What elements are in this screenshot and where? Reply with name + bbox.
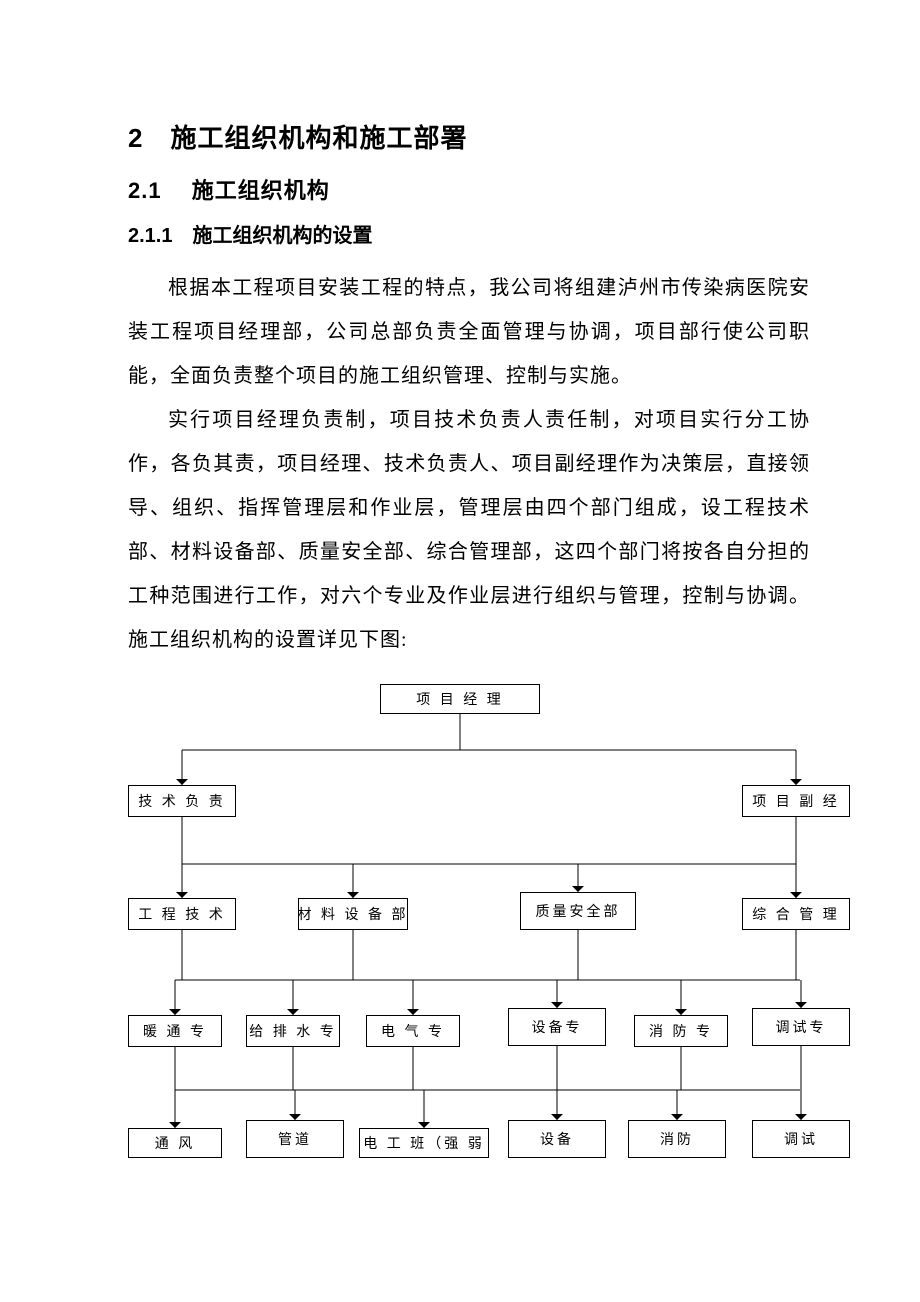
org-node-vice: 项 目 副 经 (742, 785, 850, 817)
org-node-s5: 消 防 专 (634, 1015, 728, 1047)
org-node-s2: 给 排 水 专 (246, 1015, 340, 1047)
heading-2: 2.1 施工组织机构 (128, 173, 810, 205)
paragraph-2: 实行项目经理负责制，项目技术负责人责任制，对项目实行分工协作，各负其责，项目经理… (128, 398, 810, 662)
org-node-b1: 通 风 (128, 1128, 222, 1158)
org-node-b2: 管道 (246, 1120, 344, 1158)
org-node-b3: 电 工 班（强 弱 (359, 1128, 489, 1158)
org-node-s6: 调试专 (752, 1008, 850, 1046)
org-node-s4: 设备专 (508, 1008, 606, 1046)
paragraph-1: 根据本工程项目安装工程的特点，我公司将组建泸州市传染病医院安装工程项目经理部，公… (128, 266, 810, 398)
heading-1: 2 施工组织机构和施工部署 (128, 118, 810, 155)
org-node-b4: 设备 (508, 1120, 606, 1158)
org-node-root: 项 目 经 理 (380, 684, 540, 714)
org-node-s1: 暖 通 专 (128, 1015, 222, 1047)
org-node-d3: 质量安全部 (520, 892, 636, 930)
org-node-d1: 工 程 技 术 (128, 898, 236, 930)
org-node-tech: 技 术 负 责 (128, 785, 236, 817)
document-page: 2 施工组织机构和施工部署 2.1 施工组织机构 2.1.1 施工组织机构的设置… (0, 0, 920, 662)
org-node-d4: 综 合 管 理 (742, 898, 850, 930)
org-node-b5: 消防 (628, 1120, 726, 1158)
org-node-b6: 调试 (752, 1120, 850, 1158)
org-node-s3: 电 气 专 (366, 1015, 460, 1047)
heading-3: 2.1.1 施工组织机构的设置 (128, 219, 810, 248)
org-node-d2: 材 料 设 备 部 (298, 898, 408, 930)
